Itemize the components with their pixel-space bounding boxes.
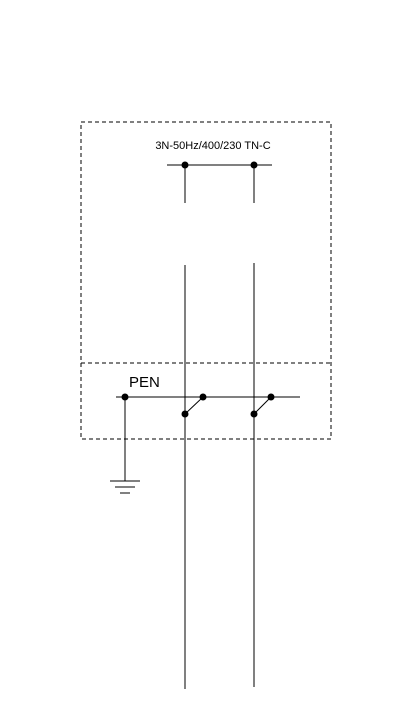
pen-label: PEN — [129, 374, 160, 391]
pen-link-left — [184, 396, 204, 415]
supply-label: 3N-50Hz/400/230 TN-C — [155, 140, 270, 152]
ground-icon — [110, 480, 140, 494]
conductor-node-right — [250, 410, 258, 418]
pen-link-right — [253, 396, 272, 415]
conductor-node-left — [181, 410, 189, 418]
distribution-enclosure — [80, 121, 332, 440]
